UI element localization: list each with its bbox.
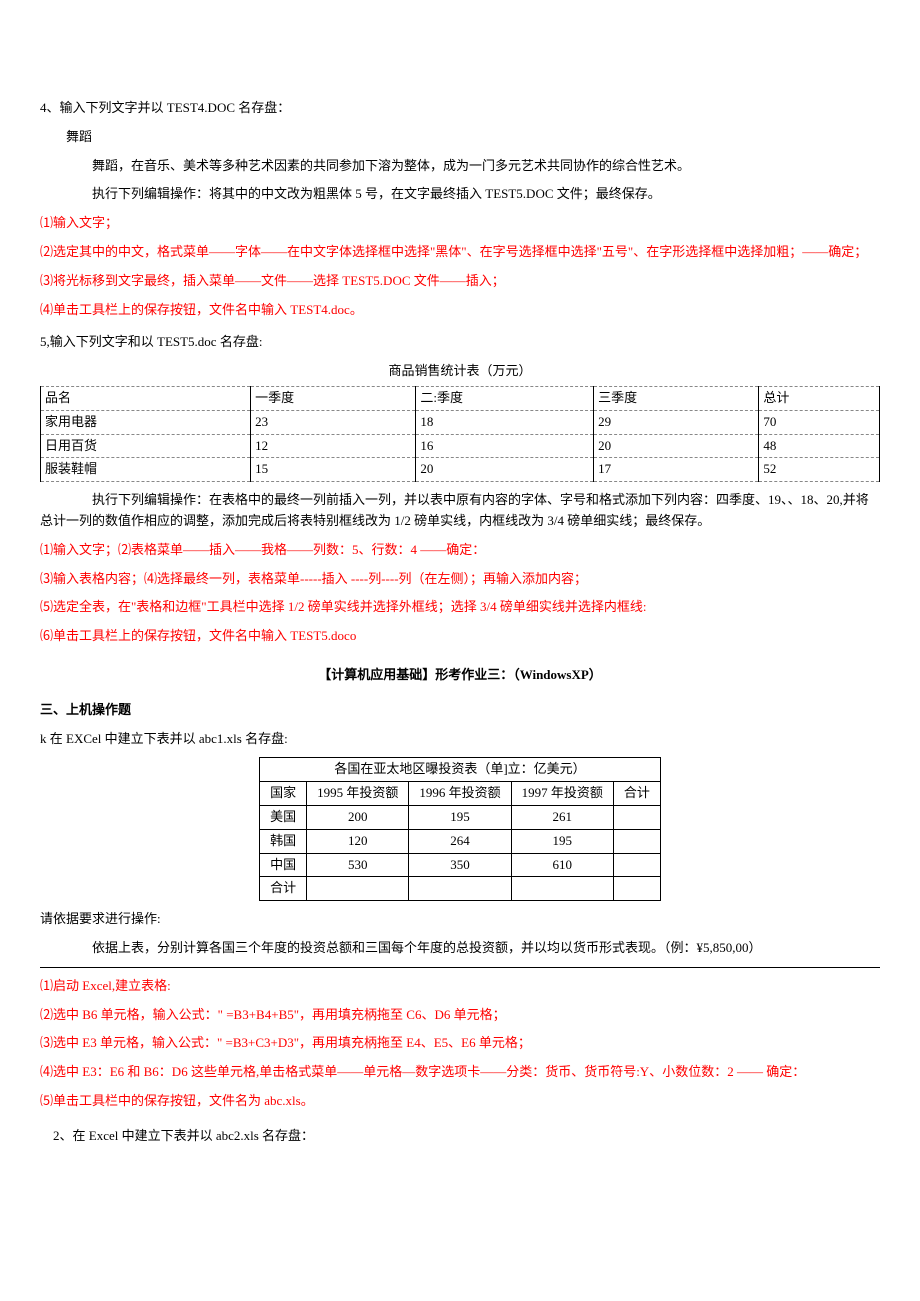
q5-step-4: ⑹单击工具栏上的保存按钮，文件名中输入 TEST5.doco (40, 626, 880, 647)
s3-step-1: ⑴启动 Excel,建立表格: (40, 976, 880, 997)
section3-heading: 【计算机应用基础】形考作业三：（WindowsXP） (40, 665, 880, 686)
table-row: 服装鞋帽 15 20 17 52 (41, 458, 880, 482)
th: 品名 (41, 386, 251, 410)
q5-instr: 执行下列编辑操作：在表格中的最终一列前插入一列，并以表中原有内容的字体、字号和格… (40, 490, 880, 532)
s3-step-5: ⑸单击工具栏中的保存按钮，文件名为 abc.xls。 (40, 1091, 880, 1112)
t2-caption: 各国在亚太地区曝投资表（单]立：亿美元） (260, 758, 661, 782)
q4-title: 4、输入下列文字并以 TEST4.DOC 名存盘： (40, 98, 880, 119)
table-row: 韩国 120 264 195 (260, 829, 661, 853)
th: 总计 (759, 386, 880, 410)
table-row: 品名 一季度 二:季度 三季度 总计 (41, 386, 880, 410)
th: 三季度 (594, 386, 759, 410)
s3-step-2: ⑵选中 B6 单元格，输入公式：" =B3+B4+B5"，再用填充柄拖至 C6、… (40, 1005, 880, 1026)
q4-step-2: ⑵选定其中的中文，格式菜单――字体――在中文字体选择框中选择"黑体"、在字号选择… (40, 242, 880, 263)
q5-step-1: ⑴输入文字；⑵表格菜单――插入――我格――列数：5、行数：4 ――确定： (40, 540, 880, 561)
q4-step-4: ⑷单击工具栏上的保存按钮，文件名中输入 TEST4.doc。 (40, 300, 880, 321)
q4-instr: 执行下列编辑操作：将其中的中文改为粗黑体 5 号，在文字最终插入 TEST5.D… (40, 184, 880, 205)
q4-step-1: ⑴输入文字； (40, 213, 880, 234)
q5-caption: 商品销售统计表（万元） (40, 361, 880, 382)
table-row: 中国 530 350 610 (260, 853, 661, 877)
section3-sub: 三、上机操作题 (40, 700, 880, 721)
sales-table: 品名 一季度 二:季度 三季度 总计 家用电器 23 18 29 70 日用百货… (40, 386, 880, 482)
q5-title: 5,输入下列文字和以 TEST5.doc 名存盘: (40, 332, 880, 353)
table-row: 各国在亚太地区曝投资表（单]立：亿美元） (260, 758, 661, 782)
s3-q2: 2、在 Excel 中建立下表并以 abc2.xls 名存盘： (40, 1126, 880, 1147)
divider (40, 967, 880, 968)
table-row: 美国 200 195 261 (260, 805, 661, 829)
q4-body: 舞蹈，在音乐、美术等多种艺术因素的共同参加下溶为整体，成为一门多元艺术共同协作的… (40, 156, 880, 177)
table-row: 合计 (260, 877, 661, 901)
table-row: 国家 1995 年投资额 1996 年投资额 1997 年投资额 合计 (260, 782, 661, 806)
investment-table: 各国在亚太地区曝投资表（单]立：亿美元） 国家 1995 年投资额 1996 年… (259, 757, 661, 901)
th: 二:季度 (416, 386, 594, 410)
table-row: 家用电器 23 18 29 70 (41, 410, 880, 434)
req-label: 请依据要求进行操作: (40, 909, 880, 930)
s3-step-4: ⑷选中 E3：E6 和 B6：D6 这些单元格,单击格式菜单――单元格―数字选项… (40, 1062, 880, 1083)
q5-step-2: ⑶输入表格内容；⑷选择最终一列，表格菜单-----插入 ----列----列（在… (40, 569, 880, 590)
q5-step-3: ⑸选定全表，在"表格和边框"工具栏中选择 1/2 磅单实线并选择外框线；选择 3… (40, 597, 880, 618)
th: 一季度 (251, 386, 416, 410)
s3-step-3: ⑶选中 E3 单元格，输入公式：" =B3+C3+D3"，再用填充柄拖至 E4、… (40, 1033, 880, 1054)
k-title: k 在 EXCel 中建立下表并以 abc1.xls 名存盘: (40, 729, 880, 750)
q4-sub: 舞蹈 (40, 127, 880, 148)
req-body: 依据上表，分别计算各国三个年度的投资总额和三国每个年度的总投资额，并以均以货币形… (40, 938, 880, 959)
table-row: 日用百货 12 16 20 48 (41, 434, 880, 458)
q4-step-3: ⑶将光标移到文字最终，插入菜单――文件――选择 TEST5.DOC 文件――插入… (40, 271, 880, 292)
